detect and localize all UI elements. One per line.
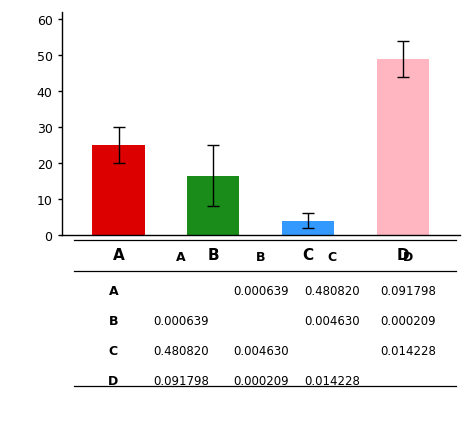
Bar xyxy=(92,146,145,235)
Text: 0.000639: 0.000639 xyxy=(153,314,209,328)
Text: 0.004630: 0.004630 xyxy=(233,345,289,357)
Text: C: C xyxy=(328,251,337,264)
Text: D: D xyxy=(403,251,413,264)
Text: A: A xyxy=(176,251,186,264)
Text: C: C xyxy=(109,345,118,357)
Text: B: B xyxy=(109,314,118,328)
Text: B: B xyxy=(256,251,265,264)
Text: 0.091798: 0.091798 xyxy=(380,285,436,297)
Text: 0.014228: 0.014228 xyxy=(304,374,360,388)
Text: 0.000209: 0.000209 xyxy=(380,314,436,328)
Text: 0.000209: 0.000209 xyxy=(233,374,289,388)
Text: 0.091798: 0.091798 xyxy=(153,374,209,388)
Text: A: A xyxy=(109,285,118,297)
Bar xyxy=(282,221,334,235)
Bar xyxy=(377,60,429,235)
Text: 0.480820: 0.480820 xyxy=(153,345,209,357)
Text: D: D xyxy=(108,374,118,388)
Text: 0.000639: 0.000639 xyxy=(233,285,289,297)
Text: 0.480820: 0.480820 xyxy=(305,285,360,297)
Text: 0.014228: 0.014228 xyxy=(380,345,436,357)
Text: 0.004630: 0.004630 xyxy=(305,314,360,328)
Bar xyxy=(187,176,239,235)
